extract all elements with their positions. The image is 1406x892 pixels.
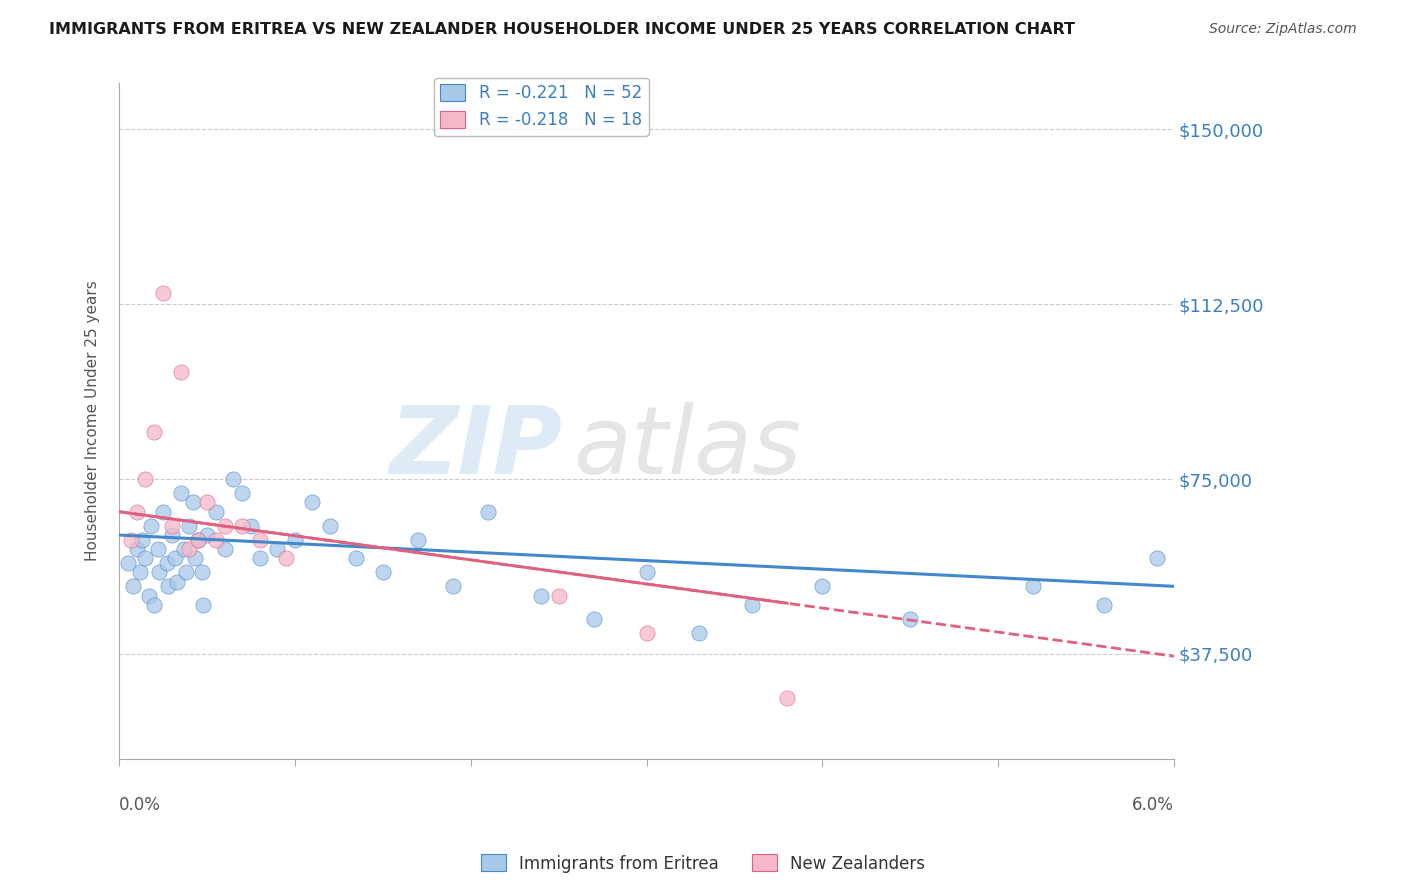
Point <box>636 626 658 640</box>
Point <box>143 425 166 440</box>
Point <box>120 533 142 547</box>
Point <box>530 589 553 603</box>
Point <box>179 541 201 556</box>
Point <box>231 486 253 500</box>
Point <box>266 541 288 556</box>
Point <box>214 518 236 533</box>
Point <box>148 566 170 580</box>
Point <box>157 579 180 593</box>
Point <box>406 533 429 547</box>
Point <box>776 691 799 706</box>
Point <box>146 541 169 556</box>
Point <box>301 495 323 509</box>
Point <box>122 579 145 593</box>
Point <box>152 285 174 300</box>
Point <box>166 574 188 589</box>
Point <box>187 533 209 547</box>
Point <box>143 598 166 612</box>
Text: Source: ZipAtlas.com: Source: ZipAtlas.com <box>1209 22 1357 37</box>
Point <box>204 533 226 547</box>
Text: atlas: atlas <box>572 402 801 493</box>
Point <box>477 505 499 519</box>
Point <box>688 626 710 640</box>
Point <box>319 518 342 533</box>
Point <box>741 598 763 612</box>
Point <box>169 365 191 379</box>
Point <box>169 486 191 500</box>
Y-axis label: Householder Income Under 25 years: Householder Income Under 25 years <box>86 280 100 561</box>
Point <box>160 528 183 542</box>
Point <box>139 518 162 533</box>
Point <box>811 579 834 593</box>
Text: ZIP: ZIP <box>389 402 562 494</box>
Point <box>898 612 921 626</box>
Point <box>274 551 297 566</box>
Point <box>441 579 464 593</box>
Point <box>239 518 262 533</box>
Point <box>582 612 605 626</box>
Point <box>204 505 226 519</box>
Point <box>152 505 174 519</box>
Point <box>129 566 152 580</box>
Point <box>160 518 183 533</box>
Point <box>134 551 156 566</box>
Point <box>155 556 177 570</box>
Point <box>222 472 245 486</box>
Point <box>179 518 201 533</box>
Point <box>1022 579 1045 593</box>
Point <box>1146 551 1168 566</box>
Point <box>195 528 218 542</box>
Point <box>134 472 156 486</box>
Point <box>249 551 271 566</box>
Point <box>183 551 205 566</box>
Point <box>346 551 368 566</box>
Point <box>138 589 160 603</box>
Point <box>165 551 187 566</box>
Point <box>214 541 236 556</box>
Point <box>174 566 197 580</box>
Legend: Immigrants from Eritrea, New Zealanders: Immigrants from Eritrea, New Zealanders <box>474 847 932 880</box>
Legend: R = -0.221   N = 52, R = -0.218   N = 18: R = -0.221 N = 52, R = -0.218 N = 18 <box>433 78 648 136</box>
Point <box>125 505 148 519</box>
Point <box>117 556 139 570</box>
Point <box>193 598 215 612</box>
Text: 0.0%: 0.0% <box>120 796 160 814</box>
Point <box>1092 598 1115 612</box>
Text: 6.0%: 6.0% <box>1132 796 1174 814</box>
Point <box>231 518 253 533</box>
Point <box>187 533 209 547</box>
Point <box>195 495 218 509</box>
Point <box>284 533 307 547</box>
Point <box>371 566 394 580</box>
Point <box>173 541 195 556</box>
Point <box>547 589 569 603</box>
Point <box>636 566 658 580</box>
Point <box>131 533 153 547</box>
Point <box>125 541 148 556</box>
Text: IMMIGRANTS FROM ERITREA VS NEW ZEALANDER HOUSEHOLDER INCOME UNDER 25 YEARS CORRE: IMMIGRANTS FROM ERITREA VS NEW ZEALANDER… <box>49 22 1076 37</box>
Point <box>181 495 204 509</box>
Point <box>190 566 212 580</box>
Point <box>249 533 271 547</box>
